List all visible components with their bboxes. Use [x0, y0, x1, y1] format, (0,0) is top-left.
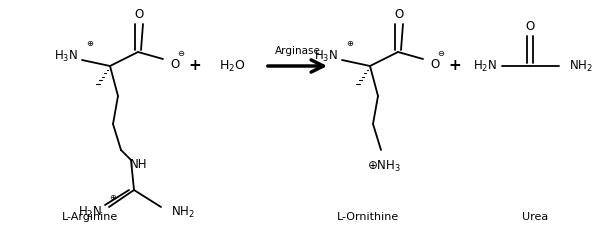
Text: O: O — [526, 21, 535, 33]
Text: Arginase: Arginase — [275, 46, 320, 56]
Text: NH$_2$: NH$_2$ — [569, 58, 593, 73]
Text: +: + — [188, 58, 202, 73]
Text: H$_2$N: H$_2$N — [78, 204, 102, 219]
Text: O: O — [430, 58, 439, 70]
Text: $\oplus$: $\oplus$ — [86, 40, 94, 49]
Text: O: O — [394, 9, 403, 21]
Text: O: O — [170, 58, 179, 70]
Text: Urea: Urea — [522, 212, 548, 222]
Text: L-Ornithine: L-Ornithine — [337, 212, 399, 222]
Text: L-Arginine: L-Arginine — [62, 212, 118, 222]
Text: $\ominus$: $\ominus$ — [177, 49, 185, 58]
Text: H$_3$N: H$_3$N — [54, 49, 78, 64]
Text: NH: NH — [130, 158, 147, 171]
Text: +: + — [448, 58, 461, 73]
Text: $\oplus$NH$_3$: $\oplus$NH$_3$ — [367, 158, 401, 173]
Text: $\oplus$: $\oplus$ — [346, 40, 354, 49]
Text: $\oplus$: $\oplus$ — [109, 194, 117, 203]
Text: NH$_2$: NH$_2$ — [171, 204, 195, 219]
Text: H$_2$N: H$_2$N — [473, 58, 497, 73]
Text: H$_2$O: H$_2$O — [219, 58, 245, 73]
Text: H$_3$N: H$_3$N — [314, 49, 338, 64]
Text: O: O — [134, 9, 144, 21]
Text: $\ominus$: $\ominus$ — [437, 49, 445, 58]
